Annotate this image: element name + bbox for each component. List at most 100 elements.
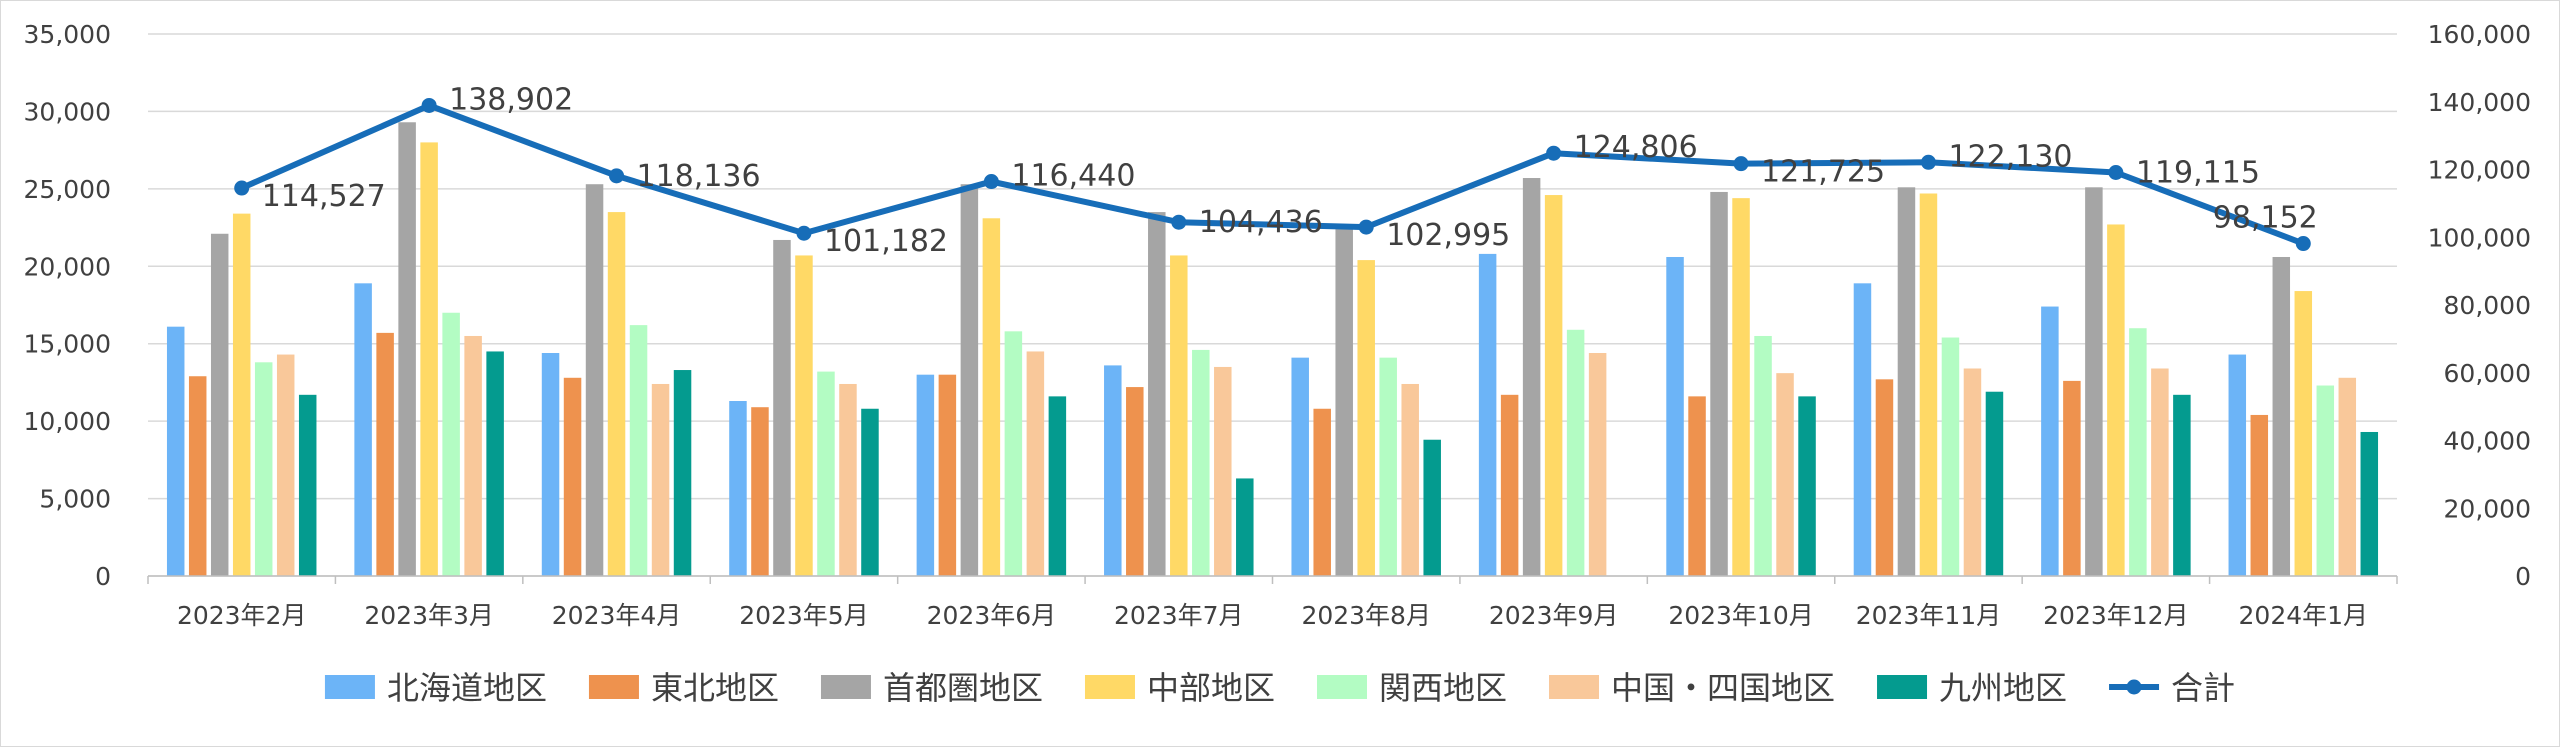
right-y-tick-label: 80,000 — [2444, 291, 2531, 320]
legend-swatch — [820, 675, 871, 699]
bar — [442, 312, 460, 576]
bar — [1544, 195, 1563, 576]
left-y-tick-label: 0 — [95, 562, 111, 591]
legend-label: 関西地区 — [1379, 669, 1507, 707]
bar — [1566, 329, 1585, 576]
bar — [254, 362, 273, 576]
left-y-tick-label: 25,000 — [24, 175, 111, 204]
bar — [1192, 349, 1210, 576]
total-data-label: 102,995 — [1386, 218, 1510, 253]
bar — [938, 374, 957, 576]
legend-label: 合計 — [2171, 669, 2235, 707]
left-y-tick-label: 20,000 — [24, 252, 111, 281]
bar — [464, 335, 482, 576]
bar — [2173, 394, 2191, 576]
right-y-tick-label: 100,000 — [2428, 223, 2531, 252]
bar — [1236, 478, 1254, 576]
bar — [486, 351, 504, 576]
bar — [1048, 396, 1067, 576]
total-data-label: 119,115 — [2136, 155, 2260, 190]
right-y-tick-label: 60,000 — [2444, 359, 2531, 388]
left-y-tick-label: 5,000 — [39, 485, 111, 514]
legend-label: 東北地区 — [651, 669, 779, 707]
bar — [1357, 260, 1375, 576]
bar — [1335, 229, 1353, 576]
legend-label: 中部地区 — [1147, 669, 1275, 707]
x-tick-label: 2023年9月 — [1489, 601, 1619, 630]
bar — [861, 408, 879, 576]
bar — [1214, 366, 1232, 576]
legend-label: 九州地区 — [1939, 669, 2067, 707]
bar — [166, 326, 185, 576]
x-tick-label: 2024年1月 — [2239, 601, 2369, 630]
bar — [2272, 256, 2291, 576]
left-y-tick-label: 10,000 — [24, 407, 111, 436]
bar — [1853, 283, 1872, 576]
right-y-tick-label: 120,000 — [2428, 156, 2531, 185]
bar — [1423, 439, 1441, 576]
bar — [563, 377, 582, 576]
bar — [817, 371, 835, 576]
bar — [1732, 198, 1750, 577]
bar — [2250, 414, 2269, 576]
x-tick-label: 2023年2月 — [177, 601, 307, 630]
bar — [1897, 187, 1916, 576]
total-marker — [1358, 219, 1374, 235]
x-tick-label: 2023年8月 — [1301, 601, 1431, 630]
total-data-label: 121,725 — [1761, 155, 1885, 190]
bar — [2085, 187, 2103, 576]
bar — [1522, 178, 1541, 576]
bar — [982, 218, 1001, 576]
total-marker — [1546, 145, 1562, 161]
total-line-series — [234, 97, 2311, 252]
bar — [729, 401, 747, 576]
bar — [1776, 373, 1794, 576]
bar — [773, 239, 791, 576]
left-y-tick-label: 15,000 — [24, 330, 111, 359]
bar — [1875, 379, 1894, 576]
bar — [210, 233, 229, 576]
total-marker — [796, 225, 812, 241]
total-data-label: 124,806 — [1574, 130, 1698, 165]
bar — [420, 142, 438, 576]
left-y-tick-label: 30,000 — [24, 97, 111, 126]
bar — [1126, 387, 1144, 576]
right-y-tick-label: 40,000 — [2444, 427, 2531, 456]
bar — [276, 354, 295, 576]
bar — [2338, 377, 2357, 576]
bar — [1026, 351, 1045, 576]
legend-marker — [2126, 679, 2142, 695]
bar — [1401, 383, 1419, 576]
total-marker — [234, 180, 250, 196]
bar — [1798, 396, 1816, 576]
legend-label: 中国・四国地区 — [1611, 669, 1835, 707]
legend-swatch — [588, 675, 639, 699]
x-tick-label: 2023年7月 — [1114, 601, 1244, 630]
total-data-label: 122,130 — [1948, 139, 2072, 174]
bar — [795, 255, 813, 576]
total-marker — [2295, 236, 2311, 252]
bar — [1941, 337, 1960, 576]
bar — [629, 325, 648, 576]
right-y-tick-label: 160,000 — [2428, 20, 2531, 49]
legend-swatch — [1317, 675, 1367, 699]
right-y-axis: 0 20,000 40,000 60,000 80,000 100,000 120,000 1… — [2428, 20, 2531, 591]
bar-series — [166, 122, 2379, 577]
bar — [1148, 212, 1166, 577]
total-marker — [2108, 164, 2124, 180]
legend-label: 北海道地区 — [387, 669, 547, 707]
legend-swatch — [1084, 675, 1135, 699]
bar — [839, 383, 857, 576]
bar — [2107, 224, 2125, 576]
left-y-tick-label: 35,000 — [24, 20, 111, 49]
bar — [2041, 306, 2059, 576]
bar — [1104, 365, 1122, 576]
bar — [398, 122, 416, 577]
bar — [2129, 328, 2147, 576]
x-tick-label: 2023年6月 — [927, 601, 1057, 630]
legend-swatch — [1549, 675, 1600, 699]
total-data-label: 118,136 — [637, 159, 761, 194]
bar — [298, 394, 317, 576]
bar — [1688, 396, 1706, 576]
